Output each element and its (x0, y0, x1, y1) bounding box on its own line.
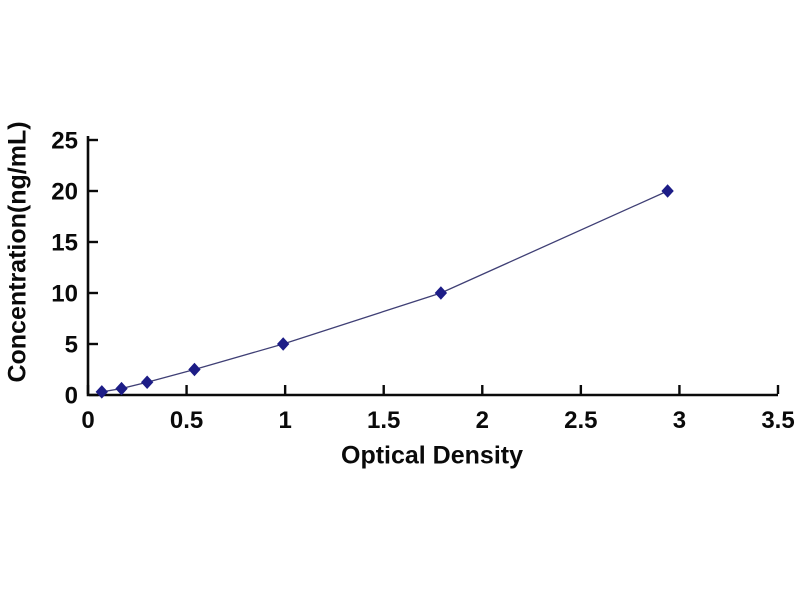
axis-spines (86, 136, 778, 397)
data-point-marker (188, 362, 201, 377)
x-tick-label: 2.5 (564, 407, 597, 434)
data-point-marker (115, 381, 128, 396)
y-tick-label: 20 (51, 179, 78, 206)
y-tick-label: 0 (65, 383, 78, 410)
data-point-marker (276, 337, 290, 351)
y-axis-title: Concentration(ng/mL) (3, 121, 32, 383)
x-tick-label: 3.5 (761, 407, 794, 434)
series-line (101, 190, 668, 393)
data-point-marker (95, 385, 108, 399)
x-tick-label: 0 (81, 407, 94, 434)
y-tick-label: 25 (51, 128, 78, 155)
x-axis-title: Optical Density (341, 441, 523, 470)
y-tick-label: 15 (51, 230, 78, 257)
data-point-marker (661, 184, 674, 198)
data-point-marker (140, 375, 154, 389)
x-tick-label: 1 (278, 407, 291, 434)
y-tick-label: 10 (51, 281, 78, 308)
x-tick-label: 0.5 (170, 407, 203, 434)
x-tick-label: 3 (673, 407, 686, 434)
x-tick-label: 1.5 (367, 407, 400, 434)
data-point-marker (434, 286, 448, 300)
x-tick-label: 2 (476, 407, 489, 434)
y-tick-label: 5 (65, 332, 78, 359)
